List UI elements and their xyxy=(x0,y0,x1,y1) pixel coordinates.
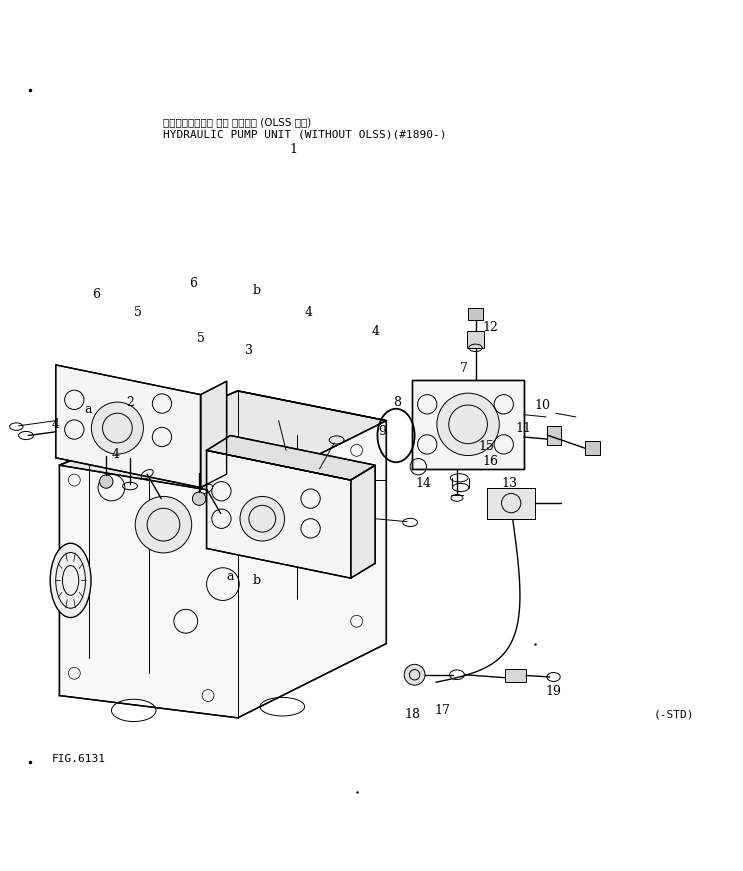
Text: 9: 9 xyxy=(379,425,386,438)
Text: 14: 14 xyxy=(415,477,432,490)
Text: ハイドロリック ン゚ ユニット (OLSS ナシ): ハイドロリック ン゚ ユニット (OLSS ナシ) xyxy=(163,117,312,127)
Circle shape xyxy=(192,492,206,505)
Text: (-STD): (-STD) xyxy=(654,709,695,719)
Bar xyxy=(468,308,483,321)
Text: FIG.6131: FIG.6131 xyxy=(52,753,106,764)
Text: 6: 6 xyxy=(189,277,197,290)
Text: a: a xyxy=(227,571,234,584)
Text: 1: 1 xyxy=(290,143,297,156)
Bar xyxy=(505,669,526,682)
Circle shape xyxy=(91,402,143,454)
Text: 7: 7 xyxy=(461,362,468,375)
Bar xyxy=(467,332,484,348)
Text: b: b xyxy=(253,284,260,297)
Text: 13: 13 xyxy=(501,477,517,490)
Bar xyxy=(487,488,535,519)
Polygon shape xyxy=(201,381,227,488)
Ellipse shape xyxy=(50,544,91,618)
Text: 12: 12 xyxy=(482,321,499,334)
Text: 15: 15 xyxy=(478,440,495,453)
Polygon shape xyxy=(351,465,375,578)
Text: 5: 5 xyxy=(197,333,204,346)
Circle shape xyxy=(240,496,285,541)
Text: 3: 3 xyxy=(245,343,253,356)
Circle shape xyxy=(204,447,241,483)
Polygon shape xyxy=(207,450,351,578)
Text: 11: 11 xyxy=(516,422,532,435)
Text: 17: 17 xyxy=(434,704,450,717)
Text: 10: 10 xyxy=(534,399,551,412)
Text: 6: 6 xyxy=(93,287,100,300)
Text: 16: 16 xyxy=(482,455,499,468)
Text: b: b xyxy=(253,574,260,587)
Circle shape xyxy=(135,496,192,553)
Bar xyxy=(585,442,600,455)
Text: 4: 4 xyxy=(111,448,119,461)
Text: 5: 5 xyxy=(134,307,141,320)
Text: 8: 8 xyxy=(394,395,401,408)
Text: 4: 4 xyxy=(372,325,379,338)
Text: 18: 18 xyxy=(404,707,421,720)
Text: 19: 19 xyxy=(545,685,562,699)
Polygon shape xyxy=(59,391,386,495)
Polygon shape xyxy=(56,365,201,488)
Circle shape xyxy=(437,393,499,456)
Polygon shape xyxy=(59,391,386,718)
Polygon shape xyxy=(412,380,524,469)
Text: 2: 2 xyxy=(126,395,134,408)
Circle shape xyxy=(404,665,425,685)
Text: 4: 4 xyxy=(52,418,59,431)
Text: 4: 4 xyxy=(305,307,312,320)
Text: a: a xyxy=(84,403,91,416)
Text: HYDRAULIC PUMP UNIT (WITHOUT OLSS)(#1890-): HYDRAULIC PUMP UNIT (WITHOUT OLSS)(#1890… xyxy=(163,130,447,139)
Circle shape xyxy=(100,475,113,489)
Polygon shape xyxy=(207,436,375,480)
Bar xyxy=(547,426,561,445)
